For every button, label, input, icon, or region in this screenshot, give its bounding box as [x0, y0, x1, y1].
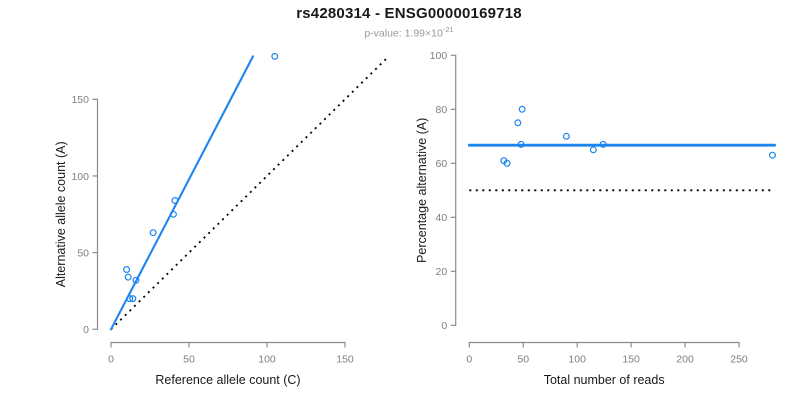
right-data-point	[503, 159, 511, 167]
left-data-point	[132, 276, 140, 284]
left-x-tick-label: 150	[336, 354, 354, 366]
right-x-tick-label: 50	[517, 354, 529, 366]
right-y-tick-label: 0	[441, 320, 447, 332]
left-data-point	[169, 210, 177, 218]
right-x-axis-title: Total number of reads	[544, 373, 665, 387]
right-data-point	[599, 140, 607, 148]
left-data-point	[129, 295, 137, 303]
right-y-tick-label: 40	[436, 212, 448, 224]
right-data-point	[562, 132, 570, 140]
pvalue-subtitle: p-value: 1.99×10-21	[18, 25, 800, 40]
right-y-tick-label: 80	[436, 104, 448, 116]
right-y-tick-label: 100	[430, 50, 448, 62]
right-y-tick-label: 60	[436, 158, 448, 170]
pvalue-text: p-value: 1.99×10	[364, 27, 443, 40]
left-y-tick-label: 50	[77, 247, 89, 259]
left-data-point	[149, 229, 157, 237]
left-x-tick-label: 50	[183, 354, 195, 366]
right-y-tick-label: 20	[436, 266, 448, 278]
right-x-tick-label: 150	[622, 354, 640, 366]
left-data-point	[271, 52, 279, 60]
left-data-point	[123, 266, 131, 274]
left-y-tick-label: 100	[71, 171, 89, 183]
left-y-tick-label: 0	[83, 324, 89, 336]
fit-line	[109, 55, 255, 331]
left-y-tick-label: 150	[71, 94, 89, 106]
figure-title: rs4280314 - ENSG00000169718	[296, 5, 522, 22]
pvalue-exponent: -21	[442, 25, 454, 34]
right-x-tick-label: 0	[466, 354, 472, 366]
left-data-point	[124, 273, 132, 281]
right-x-tick-label: 200	[676, 354, 694, 366]
left-y-axis-title: Alternative allele count (A)	[54, 141, 68, 287]
left-x-axis-title: Reference allele count (C)	[155, 373, 300, 387]
right-x-tick-label: 250	[730, 354, 748, 366]
right-plot-panel: 0 20 40 60 80 100 0 50 100 150 200 250 Total number …	[415, 50, 777, 387]
identity-line	[110, 57, 388, 330]
right-data-point	[589, 146, 597, 154]
right-data-point	[768, 151, 776, 159]
left-data-point	[171, 197, 179, 205]
figure-header: rs4280314 - ENSG00000169718 p-value: 1.9…	[18, 5, 800, 40]
right-y-axis-title: Percentage alternative (A)	[415, 118, 429, 263]
right-x-tick-label: 100	[568, 354, 586, 366]
right-data-point	[518, 105, 526, 113]
left-plot-panel: 0 50 100 150 0 50 100 150 Reference allele count…	[54, 52, 388, 387]
left-data-point	[126, 295, 134, 303]
left-x-tick-label: 0	[108, 354, 114, 366]
left-x-tick-label: 100	[258, 354, 276, 366]
right-data-point	[517, 140, 525, 148]
right-data-point	[514, 119, 522, 127]
